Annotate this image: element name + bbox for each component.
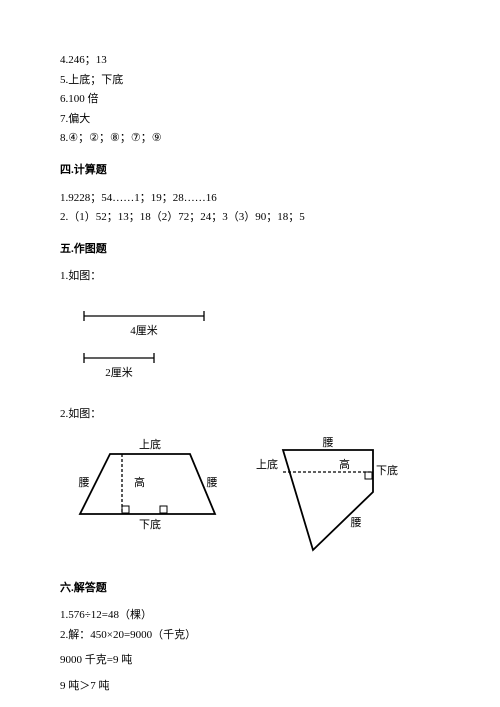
trap2-left: 上底 (256, 457, 278, 471)
answer-line: 4.246；13 (60, 52, 440, 70)
trap1-bottom: 下底 (139, 517, 161, 531)
answer-line: 5.上底；下底 (60, 72, 440, 90)
section4-body: 1.9228；54……1；19；28……16 2.（1）52；13；18（2）7… (60, 190, 440, 227)
section5-title: 五.作图题 (60, 241, 440, 259)
section6-title: 六.解答题 (60, 580, 440, 598)
trapezoid-diagram-2: 腰 腰 上底 下底 高 (253, 432, 413, 562)
ruler-label-4cm: 4厘米 (130, 324, 158, 337)
ruler-label-2cm: 2厘米 (105, 366, 133, 379)
solve-line: 9 吨＞7 吨 (60, 678, 440, 696)
answer-line: 6.100 倍 (60, 91, 440, 109)
trap1-height: 高 (134, 475, 145, 489)
ruler-diagram: 4厘米 2厘米 (64, 292, 244, 392)
item1-label: 1.如图： (60, 268, 440, 286)
trap2-height: 高 (339, 457, 350, 471)
trap2-top: 腰 (323, 436, 334, 449)
trap1-left: 腰 (79, 476, 90, 489)
section6-body: 1.576÷12=48（棵） 2.解：450×20=9000（千克） 9000 … (60, 607, 440, 695)
item2-label: 2.如图： (60, 406, 440, 424)
trap2-bottom: 腰 (351, 516, 362, 529)
trap2-right: 下底 (376, 463, 398, 477)
trap1-top: 上底 (139, 437, 161, 451)
top-answers: 4.246；13 5.上底；下底 6.100 倍 7.偏大 8.④；②；⑧；⑦；… (60, 52, 440, 148)
calc-line: 2.（1）52；13；18（2）72；24；3（3）90；18；5 (60, 209, 440, 227)
calc-line: 1.9228；54……1；19；28……16 (60, 190, 440, 208)
trapezoid-diagram-1: 上底 下底 腰 腰 高 (60, 432, 235, 542)
answer-line: 8.④；②；⑧；⑦；⑨ (60, 130, 440, 148)
trap1-right: 腰 (207, 476, 218, 489)
solve-line: 2.解：450×20=9000（千克） (60, 627, 440, 645)
solve-line: 9000 千克=9 吨 (60, 652, 440, 670)
section4-title: 四.计算题 (60, 162, 440, 180)
solve-line: 1.576÷12=48（棵） (60, 607, 440, 625)
answer-line: 7.偏大 (60, 111, 440, 129)
